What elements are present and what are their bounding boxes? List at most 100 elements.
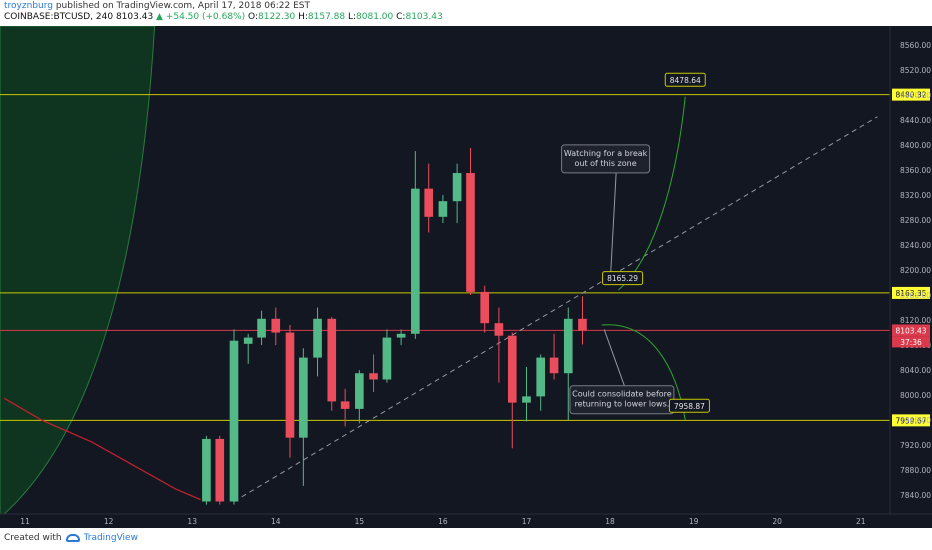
candle-body — [243, 337, 253, 344]
level-label-box — [892, 414, 930, 427]
time-axis[interactable]: 11 12 13 14 15 16 17 18 19 20 21 — [0, 513, 932, 526]
candle-body — [536, 357, 546, 397]
level-label: 8163.35 — [895, 289, 926, 298]
tradingview-logo-icon — [65, 534, 80, 542]
open-value: 8122.30 — [258, 12, 296, 22]
consolidate-note-text: returning to lower lows. — [575, 400, 670, 409]
x-tick-label: 18 — [605, 517, 615, 526]
candle-body — [215, 438, 225, 502]
note-pointer — [609, 172, 617, 286]
y-tick-label: 8480.00 — [900, 91, 931, 100]
candle-body — [438, 201, 448, 217]
candle-body — [299, 357, 308, 438]
close-label: C: — [396, 12, 406, 22]
y-tick-label: 8160.00 — [900, 291, 931, 300]
x-tick-label: 20 — [772, 517, 782, 526]
created-with-label: Created with — [4, 533, 62, 543]
candle-body — [578, 318, 587, 331]
candle-body — [271, 318, 281, 333]
break-note-text: Watching for a break — [564, 149, 648, 158]
high-label: H: — [298, 12, 308, 22]
candle-body — [424, 188, 434, 217]
price-callout-box — [668, 398, 710, 413]
x-tick-label: 21 — [856, 517, 866, 526]
price-callout-text: 8165.29 — [607, 274, 638, 283]
low-value: 8081.00 — [356, 12, 394, 22]
candle-body — [563, 318, 573, 374]
y-tick-label: 7880.00 — [900, 466, 931, 475]
y-tick-label: 8400.00 — [900, 141, 931, 150]
countdown-box — [892, 336, 930, 348]
chart-background — [0, 26, 932, 528]
price-callout-text: 8478.64 — [670, 76, 701, 85]
x-tick-label: 12 — [104, 517, 114, 526]
y-tick-label: 7920.00 — [900, 441, 931, 450]
candle-body — [257, 318, 266, 338]
trendline-dashed — [233, 116, 878, 502]
trendline — [233, 116, 878, 502]
consolidate-note-text: Could consolidate before — [572, 390, 672, 399]
author-link[interactable]: troyznburg — [4, 1, 53, 11]
candle-body — [313, 318, 322, 358]
candle-body — [549, 357, 559, 374]
last-price: 8103.43 — [115, 12, 154, 22]
open-label: O: — [248, 12, 258, 22]
price-callout-box — [602, 271, 644, 286]
countdown-label: 37:36 — [900, 338, 922, 347]
candle-body — [507, 335, 517, 403]
level-label-box — [892, 286, 930, 299]
level-label: 7959.67 — [895, 416, 926, 425]
y-tick-label: 8240.00 — [900, 241, 931, 250]
y-tick-label: 8200.00 — [900, 266, 931, 275]
y-tick-label: 8520.00 — [900, 66, 931, 75]
moving-average — [3, 397, 201, 501]
candle-body — [327, 318, 337, 402]
x-tick-label: 14 — [271, 517, 281, 526]
candle-body — [355, 373, 364, 409]
candle-body — [494, 323, 504, 336]
x-tick-label: 11 — [20, 517, 30, 526]
y-tick-label: 8560.00 — [900, 41, 931, 50]
y-tick-label: 8000.00 — [900, 391, 931, 400]
y-tick-label: 7840.00 — [900, 491, 931, 500]
level-label-box — [892, 88, 930, 101]
candle-body — [285, 332, 295, 438]
price-axis[interactable]: 8480.32 8163.35 7959.67 7840.00 7880.00 7920.… — [889, 26, 931, 514]
y-tick-label: 8280.00 — [900, 216, 931, 225]
low-label: L: — [348, 12, 357, 22]
x-tick-label: 19 — [689, 517, 699, 526]
symbol-label: COINBASE:BTCUSD, 240 — [4, 12, 114, 22]
candles — [202, 148, 587, 505]
published-text: published on TradingView.com, April 17, … — [55, 1, 310, 11]
candle-body — [382, 337, 392, 380]
candle-body — [466, 173, 475, 292]
candle-body — [452, 173, 462, 202]
y-tick-label: 8120.00 — [900, 316, 931, 325]
last-price-label: 8103.43 — [895, 326, 926, 335]
level-label: 8480.32 — [895, 91, 926, 100]
candle-body — [396, 333, 406, 338]
shaded-zone — [0, 26, 156, 515]
price-callout-box — [664, 72, 706, 87]
x-tick-label: 15 — [355, 517, 365, 526]
candle-body — [340, 401, 350, 409]
y-tick-label: 7960.00 — [900, 416, 931, 425]
candle-body — [229, 340, 239, 502]
price-callout-text: 7958.87 — [674, 402, 705, 411]
candle-body — [411, 188, 420, 334]
candle-body — [480, 291, 490, 324]
y-tick-label: 8320.00 — [900, 191, 931, 200]
high-value: 8157.88 — [307, 12, 346, 22]
ma-line — [3, 397, 201, 501]
x-tick-label: 17 — [522, 517, 532, 526]
tradingview-link[interactable]: TradingView — [83, 533, 138, 543]
candle-body — [369, 373, 378, 380]
zone-area — [0, 26, 156, 515]
horizontal-levels — [0, 94, 890, 421]
last-price-box — [892, 324, 930, 337]
break-note-text: out of this zone — [575, 159, 637, 168]
candle-body — [522, 396, 531, 403]
candle-body — [202, 438, 211, 502]
